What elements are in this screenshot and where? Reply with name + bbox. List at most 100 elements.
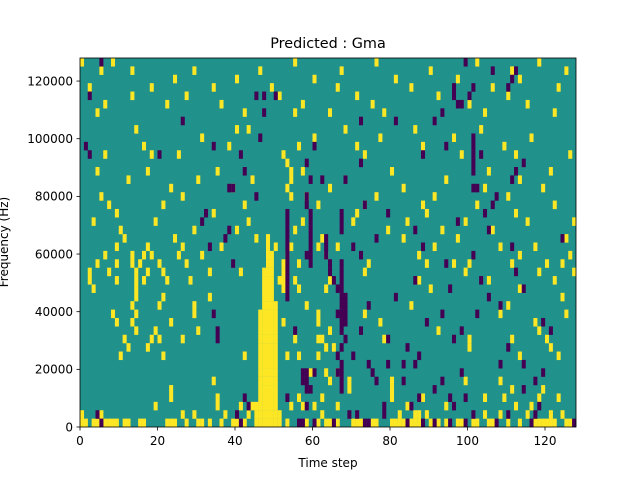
heatmap-cell-low bbox=[444, 141, 449, 151]
heatmap-cell-high bbox=[277, 418, 282, 428]
heatmap-cell-high bbox=[304, 301, 309, 310]
heatmap-cell-high bbox=[266, 376, 271, 386]
y-axis-ticks: 0 20000 40000 60000 80000 100000 120000 bbox=[27, 74, 80, 434]
heatmap-cell-high bbox=[467, 99, 472, 109]
heatmap-cell-high bbox=[541, 418, 546, 428]
heatmap-cell-low bbox=[297, 418, 302, 428]
heatmap-cell-high bbox=[452, 133, 457, 143]
heatmap-cell-high bbox=[269, 83, 274, 92]
heatmap-cell-high bbox=[517, 284, 522, 293]
heatmap-cell-high bbox=[537, 393, 542, 402]
heatmap-cell-high bbox=[114, 317, 119, 327]
heatmap-cell-low bbox=[157, 150, 162, 159]
heatmap-cell-high bbox=[390, 418, 395, 428]
heatmap-cell-high bbox=[262, 292, 267, 302]
heatmap-cell-high bbox=[362, 150, 367, 159]
heatmap-cell-high bbox=[254, 234, 259, 243]
heatmap-cell-high bbox=[118, 225, 123, 235]
heatmap-cell-high bbox=[382, 334, 387, 344]
heatmap-cell-low bbox=[370, 368, 375, 377]
heatmap-cell-low bbox=[339, 343, 344, 352]
heatmap-cell-low bbox=[452, 401, 457, 411]
heatmap-cell-low bbox=[308, 217, 313, 226]
heatmap-cell-high bbox=[432, 242, 437, 252]
heatmap-cell-low bbox=[339, 376, 344, 386]
heatmap-cell-high bbox=[95, 108, 100, 117]
heatmap-cell-high bbox=[269, 418, 274, 428]
heatmap-cell-high bbox=[269, 267, 274, 277]
heatmap-cell-high bbox=[180, 192, 185, 201]
heatmap-cell-high bbox=[397, 410, 402, 419]
heatmap-cell-high bbox=[366, 259, 371, 268]
heatmap-cell-low bbox=[541, 368, 546, 377]
heatmap-cell-low bbox=[227, 183, 232, 193]
heatmap-cell-high bbox=[258, 326, 263, 335]
heatmap-cell-low bbox=[87, 150, 92, 159]
heatmap-cell-high bbox=[548, 343, 553, 352]
heatmap-cell-high bbox=[355, 91, 360, 101]
heatmap-cell-high bbox=[564, 309, 569, 319]
heatmap-cell-high bbox=[134, 326, 139, 335]
heatmap-cell-high bbox=[258, 393, 263, 402]
heatmap-cell-high bbox=[122, 234, 127, 243]
heatmap-cell-high bbox=[409, 83, 414, 92]
heatmap-cell-high bbox=[417, 276, 422, 285]
heatmap-cell-low bbox=[510, 175, 515, 184]
heatmap-cell-high bbox=[572, 267, 577, 277]
heatmap-cell-low bbox=[405, 418, 410, 428]
heatmap-cell-low bbox=[343, 317, 348, 327]
heatmap-cells bbox=[80, 58, 577, 428]
heatmap-cell-low bbox=[308, 175, 313, 184]
heatmap-cell-low bbox=[417, 351, 422, 361]
heatmap-cell-high bbox=[281, 276, 286, 285]
heatmap-cell-high bbox=[545, 418, 550, 428]
heatmap-cell-high bbox=[238, 401, 243, 411]
heatmap-cell-low bbox=[343, 334, 348, 344]
heatmap-cell-low bbox=[347, 410, 352, 419]
heatmap-cell-high bbox=[335, 83, 340, 92]
heatmap-cell-high bbox=[126, 343, 131, 352]
heatmap-cell-high bbox=[541, 183, 546, 193]
heatmap-cell-high bbox=[262, 276, 267, 285]
heatmap-cell-high bbox=[192, 225, 197, 235]
heatmap-cell-high bbox=[393, 418, 398, 428]
heatmap-cell-low bbox=[413, 276, 418, 285]
heatmap-cell-high bbox=[273, 385, 278, 394]
heatmap-cell-high bbox=[258, 309, 263, 319]
heatmap-cell-high bbox=[262, 351, 267, 361]
heatmap-cell-high bbox=[572, 217, 577, 226]
heatmap-cell-high bbox=[374, 58, 379, 67]
heatmap-cell-high bbox=[107, 418, 112, 428]
heatmap-cell-low bbox=[242, 167, 247, 176]
heatmap-cell-high bbox=[335, 418, 340, 428]
heatmap-cell-high bbox=[169, 393, 174, 402]
heatmap-cell-high bbox=[440, 225, 445, 235]
heatmap-cell-high bbox=[262, 267, 267, 277]
heatmap-cell-low bbox=[343, 309, 348, 319]
heatmap-cell-low bbox=[343, 292, 348, 302]
heatmap-cell-low bbox=[231, 259, 236, 268]
heatmap-cell-high bbox=[215, 393, 220, 402]
heatmap-cell-high bbox=[510, 259, 515, 268]
heatmap-cell-low bbox=[471, 83, 476, 92]
heatmap-cell-high bbox=[533, 317, 538, 327]
heatmap-cell-high bbox=[463, 217, 468, 226]
heatmap-cell-high bbox=[281, 284, 286, 293]
heatmap-cell-high bbox=[269, 259, 274, 268]
heatmap-cell-low bbox=[339, 359, 344, 369]
heatmap-cell-low bbox=[324, 250, 329, 260]
heatmap-cell-high bbox=[525, 410, 530, 419]
heatmap-cell-high bbox=[111, 309, 116, 319]
heatmap-cell-high bbox=[277, 410, 282, 419]
heatmap-cell-high bbox=[552, 200, 557, 210]
heatmap-cell-high bbox=[483, 410, 488, 419]
heatmap-cell-high bbox=[413, 418, 418, 428]
heatmap-cell-low bbox=[339, 385, 344, 394]
heatmap-cell-high bbox=[114, 259, 119, 268]
heatmap-cell-high bbox=[165, 418, 170, 428]
heatmap-cell-low bbox=[308, 225, 313, 235]
heatmap-cell-high bbox=[401, 234, 406, 243]
heatmap-cell-low bbox=[351, 351, 356, 361]
heatmap-cell-low bbox=[521, 385, 526, 394]
x-tick-label: 40 bbox=[227, 434, 242, 448]
